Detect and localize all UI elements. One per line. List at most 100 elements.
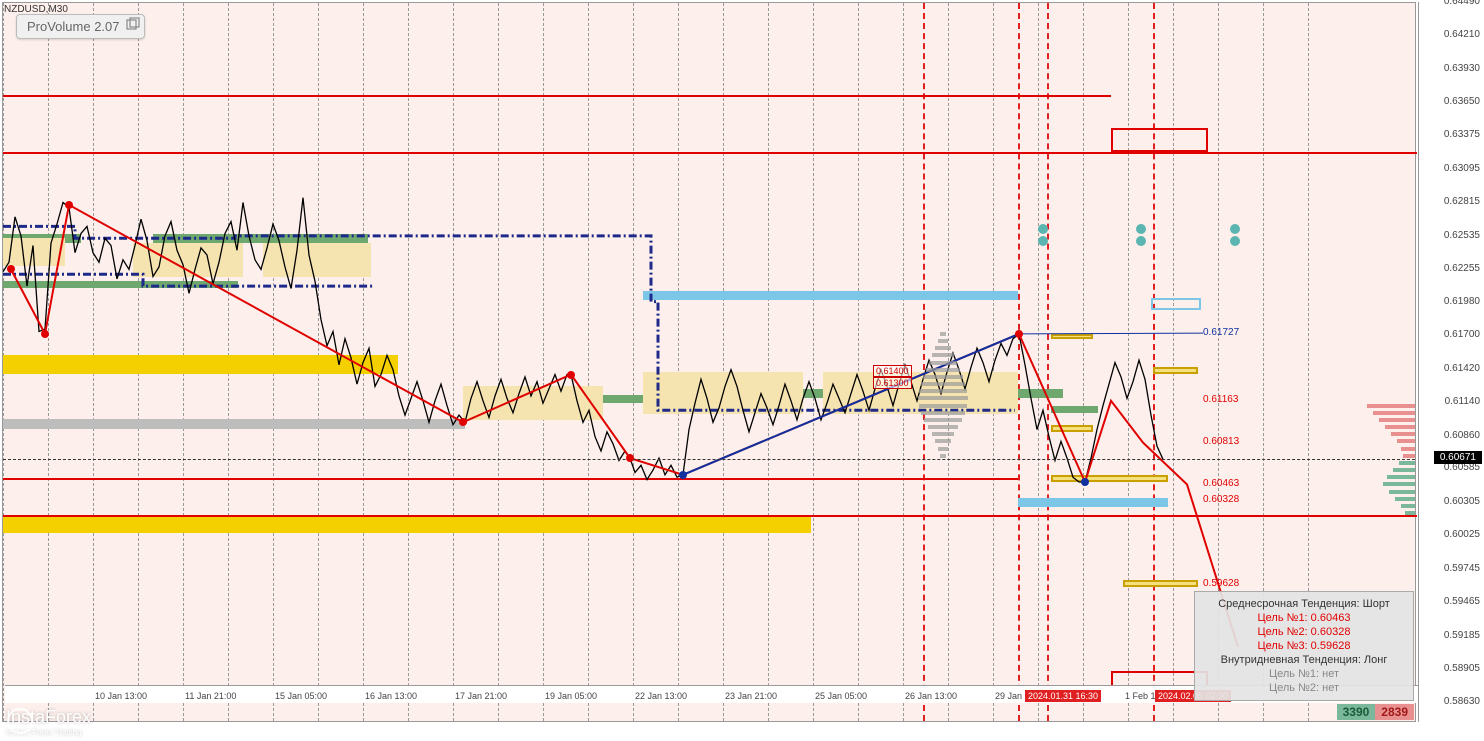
h-band xyxy=(1051,425,1093,432)
h-band xyxy=(3,355,398,374)
vgrid xyxy=(498,3,499,721)
price-annotation: 0.61163 xyxy=(1203,394,1238,405)
h-band xyxy=(3,238,65,265)
volume-footer: 33902839 xyxy=(1337,705,1414,719)
y-tick: 0.58905 xyxy=(1444,663,1480,674)
current-price-line xyxy=(3,459,1415,460)
swing-dot xyxy=(626,454,634,462)
x-tick: 11 Jan 21:00 xyxy=(185,691,236,701)
event-vline xyxy=(1047,3,1049,721)
vgrid xyxy=(588,3,589,721)
y-tick: 0.61420 xyxy=(1444,363,1480,374)
volume-profile-bar xyxy=(1405,511,1415,515)
h-band xyxy=(3,478,1018,480)
h-band xyxy=(3,95,1111,97)
y-tick: 0.63095 xyxy=(1444,163,1480,174)
y-tick: 0.64210 xyxy=(1444,29,1480,40)
info-intra-1: Цель №1: нет xyxy=(1199,668,1409,680)
y-tick: 0.59185 xyxy=(1444,630,1480,641)
vgrid xyxy=(993,3,994,721)
y-axis: 0.644900.642100.639300.636500.633750.630… xyxy=(1418,2,1484,722)
h-band xyxy=(1123,580,1198,587)
x-tick: 15 Jan 05:00 xyxy=(275,691,327,701)
vgrid xyxy=(858,3,859,721)
swing-dot xyxy=(1015,330,1023,338)
h-band xyxy=(3,419,465,430)
vgrid xyxy=(1128,3,1129,721)
info-trend-mid: Среднесрочная Тенденция: Шорт xyxy=(1199,598,1409,610)
swing-dot xyxy=(567,371,575,379)
teal-marker xyxy=(1038,236,1048,246)
y-tick: 0.60860 xyxy=(1444,430,1480,441)
session-profile-bar xyxy=(921,411,965,415)
session-profile-bar xyxy=(932,353,954,357)
h-band xyxy=(1051,334,1093,339)
indicator-label: ProVolume 2.07 xyxy=(27,19,120,34)
volume-profile-bar xyxy=(1401,504,1415,508)
volume-profile-bar xyxy=(1379,418,1415,422)
session-profile-bar xyxy=(929,361,957,365)
y-tick: 0.62255 xyxy=(1444,263,1480,274)
price-annotation: 0.59628 xyxy=(1203,578,1239,589)
volume-profile-bar xyxy=(1389,490,1415,494)
vgrid xyxy=(543,3,544,721)
volume-profile-bar xyxy=(1393,468,1415,472)
session-profile-bar xyxy=(921,382,965,386)
volume-profile-bar xyxy=(1397,439,1415,443)
y-tick: 0.58630 xyxy=(1444,696,1480,707)
h-band xyxy=(643,372,803,414)
info-target-2: Цель №2: 0.60328 xyxy=(1199,626,1409,638)
teal-marker xyxy=(1230,224,1240,234)
indicator-pill[interactable]: ProVolume 2.07 xyxy=(16,14,145,39)
x-tick: 1 Feb 1 xyxy=(1125,691,1156,701)
h-band xyxy=(1051,406,1098,413)
chart-container: 0.617270.611630.608130.604630.603280.596… xyxy=(0,0,1484,741)
teal-marker xyxy=(1136,236,1146,246)
vgrid xyxy=(903,3,904,721)
volume-profile-bar xyxy=(1383,482,1415,486)
h-band xyxy=(263,243,371,276)
y-tick: 0.59465 xyxy=(1444,596,1480,607)
swing-dot xyxy=(7,265,15,273)
vgrid xyxy=(1083,3,1084,721)
vgrid xyxy=(453,3,454,721)
event-vline xyxy=(923,3,925,721)
vgrid xyxy=(678,3,679,721)
y-tick: 0.63375 xyxy=(1444,129,1480,140)
x-tick: 22 Jan 13:00 xyxy=(635,691,687,701)
x-tick: 16 Jan 13:00 xyxy=(365,691,417,701)
swing-dot xyxy=(679,471,687,479)
session-profile-bar xyxy=(926,368,960,372)
price-annotation: 0.60813 xyxy=(1203,436,1239,447)
vgrid xyxy=(633,3,634,721)
current-price-label: 0.60671 xyxy=(1434,451,1482,464)
volume-profile-bar xyxy=(1367,404,1415,408)
price-annotation: 0.60328 xyxy=(1203,494,1239,505)
x-tick: 25 Jan 05:00 xyxy=(815,691,867,701)
popout-icon[interactable] xyxy=(126,17,140,31)
session-profile-bar xyxy=(935,346,951,350)
session-profile-bar xyxy=(919,404,967,408)
h-band xyxy=(3,515,1417,517)
logo-sub: Instant Forex Trading xyxy=(6,728,91,737)
info-target-3: Цель №3: 0.59628 xyxy=(1199,640,1409,652)
session-profile-bar xyxy=(924,418,962,422)
volume-profile-bar xyxy=(1403,454,1415,458)
session-profile-bar xyxy=(935,439,951,443)
price-annotation: 0.60463 xyxy=(1203,478,1239,489)
x-tick: 17 Jan 21:00 xyxy=(455,691,507,701)
info-target-1: Цель №1: 0.60463 xyxy=(1199,612,1409,624)
price-box: 0.61300 xyxy=(873,377,912,389)
vgrid xyxy=(1038,3,1039,721)
session-profile-bar xyxy=(938,447,948,451)
swing-dot xyxy=(41,330,49,338)
y-tick: 0.62535 xyxy=(1444,230,1480,241)
vgrid xyxy=(768,3,769,721)
h-band xyxy=(3,152,1417,154)
h-band xyxy=(1018,498,1168,508)
vgrid xyxy=(723,3,724,721)
h-band xyxy=(463,386,603,419)
teal-marker xyxy=(1038,224,1048,234)
teal-marker xyxy=(1136,224,1146,234)
info-panel: Среднесрочная Тенденция: Шорт Цель №1: 0… xyxy=(1194,591,1414,701)
